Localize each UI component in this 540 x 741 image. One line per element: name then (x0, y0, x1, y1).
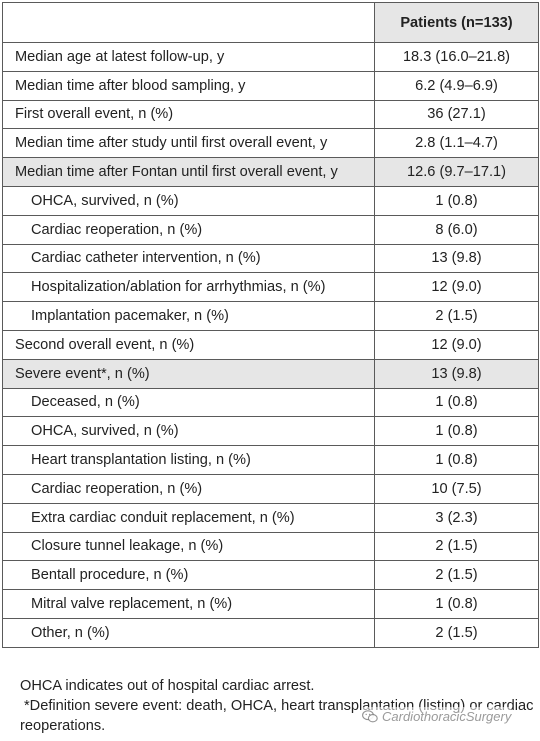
row-label-indented: Heart transplantation listing, n (%) (2, 445, 375, 475)
watermark-text: CardiothoracicSurgery (382, 708, 512, 724)
table-row: OHCA, survived, n (%) 1 (0.8) (2, 416, 539, 447)
wechat-icon (362, 709, 378, 722)
row-label-indented: OHCA, survived, n (%) (2, 416, 375, 447)
table-row: Cardiac reoperation, n (%) 10 (7.5) (2, 473, 539, 504)
row-label-indented: Implantation pacemaker, n (%) (2, 301, 375, 331)
row-value: 1 (0.8) (374, 445, 539, 475)
row-label: Median age at latest follow-up, y (2, 42, 375, 72)
row-value: 6.2 (4.9–6.9) (374, 70, 539, 101)
watermark: CardiothoracicSurgery (362, 707, 512, 725)
table-row: Closure tunnel leakage, n (%) 2 (1.5) (2, 531, 539, 562)
table-row: Second overall event, n (%) 12 (9.0) (2, 329, 539, 360)
row-value: 1 (0.8) (374, 387, 539, 418)
table-row: Extra cardiac conduit replacement, n (%)… (2, 502, 539, 533)
row-label-indented: Cardiac reoperation, n (%) (2, 214, 375, 245)
table-row: Other, n (%) 2 (1.5) (2, 617, 539, 648)
table-row: Deceased, n (%) 1 (0.8) (2, 387, 539, 418)
row-label-indented: Deceased, n (%) (2, 387, 375, 418)
footnote-abbreviation: OHCA indicates out of hospital cardiac a… (20, 678, 315, 694)
row-value: 12.6 (9.7–17.1) (374, 157, 539, 187)
table-row: OHCA, survived, n (%) 1 (0.8) (2, 185, 539, 216)
header-patients-column: Patients (n=133) (374, 2, 539, 43)
table-row: Median time after study until first over… (2, 128, 539, 159)
row-label-indented: Hospitalization/ablation for arrhythmias… (2, 272, 375, 303)
row-label: Second overall event, n (%) (2, 329, 375, 360)
row-label-indented: OHCA, survived, n (%) (2, 185, 375, 216)
row-value: 2 (1.5) (374, 617, 539, 648)
outcomes-table-container: Patients (n=133) Median age at latest fo… (2, 2, 539, 648)
row-label-indented: Bentall procedure, n (%) (2, 560, 375, 591)
row-label-indented: Cardiac catheter intervention, n (%) (2, 243, 375, 274)
table-row: Heart transplantation listing, n (%) 1 (… (2, 445, 539, 475)
row-value: 2 (1.5) (374, 560, 539, 591)
row-label: Median time after study until first over… (2, 128, 375, 159)
row-label: Median time after Fontan until first ove… (2, 157, 375, 187)
row-value: 12 (9.0) (374, 272, 539, 303)
row-value: 2 (1.5) (374, 301, 539, 331)
row-value: 13 (9.8) (374, 243, 539, 274)
row-value: 3 (2.3) (374, 502, 539, 533)
row-value: 1 (0.8) (374, 185, 539, 216)
row-label-indented: Mitral valve replacement, n (%) (2, 589, 375, 619)
row-value: 36 (27.1) (374, 99, 539, 130)
row-value: 10 (7.5) (374, 473, 539, 504)
row-value: 8 (6.0) (374, 214, 539, 245)
table-row: Median time after blood sampling, y 6.2 … (2, 70, 539, 101)
table-row-shaded: Severe event*, n (%) 13 (9.8) (2, 358, 539, 389)
table-row: Mitral valve replacement, n (%) 1 (0.8) (2, 589, 539, 619)
row-label: Severe event*, n (%) (2, 358, 375, 389)
row-value: 13 (9.8) (374, 358, 539, 389)
row-value: 12 (9.0) (374, 329, 539, 360)
table-row: Implantation pacemaker, n (%) 2 (1.5) (2, 301, 539, 331)
row-value: 2 (1.5) (374, 531, 539, 562)
row-label-indented: Closure tunnel leakage, n (%) (2, 531, 375, 562)
row-value: 1 (0.8) (374, 589, 539, 619)
table-row: Bentall procedure, n (%) 2 (1.5) (2, 560, 539, 591)
table-header-row: Patients (n=133) (2, 2, 539, 43)
header-label-column (2, 2, 375, 43)
row-value: 18.3 (16.0–21.8) (374, 42, 539, 72)
outcomes-table: Patients (n=133) Median age at latest fo… (2, 2, 539, 648)
row-label-indented: Extra cardiac conduit replacement, n (%) (2, 502, 375, 533)
table-row-shaded: Median time after Fontan until first ove… (2, 157, 539, 187)
row-label: Median time after blood sampling, y (2, 70, 375, 101)
row-label: First overall event, n (%) (2, 99, 375, 130)
table-row: Median age at latest follow-up, y 18.3 (… (2, 42, 539, 72)
row-label-indented: Cardiac reoperation, n (%) (2, 473, 375, 504)
row-label-indented: Other, n (%) (2, 617, 375, 648)
table-row: Cardiac reoperation, n (%) 8 (6.0) (2, 214, 539, 245)
row-value: 2.8 (1.1–4.7) (374, 128, 539, 159)
row-value: 1 (0.8) (374, 416, 539, 447)
table-row: First overall event, n (%) 36 (27.1) (2, 99, 539, 130)
table-row: Hospitalization/ablation for arrhythmias… (2, 272, 539, 303)
table-row: Cardiac catheter intervention, n (%) 13 … (2, 243, 539, 274)
table-footnotes: OHCA indicates out of hospital cardiac a… (20, 676, 535, 736)
